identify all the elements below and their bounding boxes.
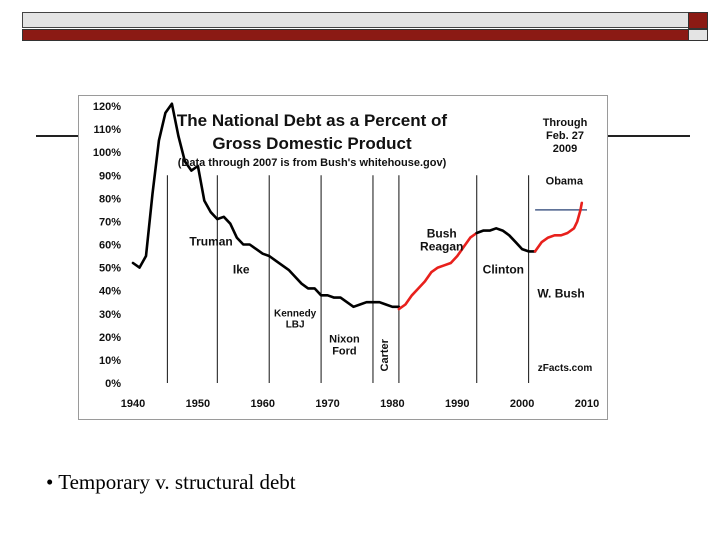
debt-chart: 0% 10% 20% 30% 40% 50% 60% 70% 80% 90% 100% 110% 120… bbox=[93, 101, 599, 410]
note-line-2: Feb. 27 bbox=[546, 130, 584, 142]
annotation-truman: Truman bbox=[189, 235, 232, 249]
annotation-w-bush: W. Bush bbox=[537, 287, 584, 301]
x-tick-label: 2000 bbox=[510, 398, 534, 410]
series-line-black bbox=[475, 227, 537, 253]
y-tick-label: 0% bbox=[105, 378, 121, 390]
x-tick-label: 1950 bbox=[186, 398, 210, 410]
rule-right bbox=[606, 135, 690, 137]
source-label: zFacts.com bbox=[538, 363, 593, 374]
y-tick-label: 80% bbox=[99, 193, 121, 205]
header-corner-square-gray bbox=[688, 29, 708, 41]
y-tick-label: 50% bbox=[99, 263, 121, 275]
y-tick-label: 70% bbox=[99, 216, 121, 228]
bullet-text: • Temporary v. structural debt bbox=[46, 470, 296, 494]
chart-title-line2: Gross Domestic Product bbox=[212, 134, 412, 153]
header-corner-square-red bbox=[688, 12, 708, 29]
x-tick-label: 1990 bbox=[445, 398, 469, 410]
x-tick-label: 1940 bbox=[121, 398, 145, 410]
annotation-ike: Ike bbox=[233, 262, 250, 276]
chart-title: The National Debt as a Percent of bbox=[177, 111, 448, 130]
y-tick-label: 20% bbox=[99, 332, 121, 344]
note-line-1: Through bbox=[543, 117, 588, 129]
x-axis-ticks: 1940 1950 1960 1970 1980 1990 2000 2010 bbox=[121, 398, 599, 410]
y-tick-label: 120% bbox=[93, 101, 121, 113]
series-line-black bbox=[131, 102, 401, 309]
chart-dividers bbox=[166, 175, 530, 383]
y-tick-label: 100% bbox=[93, 147, 121, 159]
y-tick-label: 90% bbox=[99, 170, 121, 182]
x-tick-label: 1980 bbox=[380, 398, 404, 410]
series-line-red bbox=[533, 201, 584, 253]
rule-left bbox=[36, 135, 80, 137]
annotation-kennedy-lbj: LBJ bbox=[286, 320, 305, 331]
series-line-red bbox=[397, 231, 479, 311]
y-tick-label: 110% bbox=[93, 124, 121, 136]
annotation-clinton: Clinton bbox=[483, 262, 524, 276]
annotation-nixon-ford: Nixon bbox=[329, 334, 360, 346]
annotation-bush-reagan: Bush bbox=[427, 227, 457, 241]
y-tick-label: 30% bbox=[99, 309, 121, 321]
y-axis-ticks: 0% 10% 20% 30% 40% 50% 60% 70% 80% 90% 100% 110% 120… bbox=[93, 101, 121, 390]
y-tick-label: 40% bbox=[99, 286, 121, 298]
annotation-kennedy-lbj: Kennedy bbox=[274, 309, 317, 320]
chart-series bbox=[131, 102, 587, 311]
annotation-carter: Carter bbox=[379, 338, 391, 371]
header-gray-bar bbox=[22, 12, 708, 28]
annotation-obama: Obama bbox=[546, 175, 584, 187]
annotation-bush-reagan: Reagan bbox=[420, 240, 463, 254]
x-tick-label: 2010 bbox=[575, 398, 599, 410]
header-red-bar bbox=[22, 29, 708, 41]
chart-subtitle: (Data through 2007 is from Bush's whiteh… bbox=[178, 157, 447, 169]
x-tick-label: 1970 bbox=[315, 398, 339, 410]
y-tick-label: 10% bbox=[99, 355, 121, 367]
y-tick-label: 60% bbox=[99, 240, 121, 252]
x-tick-label: 1960 bbox=[250, 398, 274, 410]
chart-frame: 0% 10% 20% 30% 40% 50% 60% 70% 80% 90% 100% 110% 120… bbox=[78, 95, 608, 420]
annotation-nixon-ford: Ford bbox=[332, 346, 356, 358]
note-line-3: 2009 bbox=[553, 143, 577, 155]
